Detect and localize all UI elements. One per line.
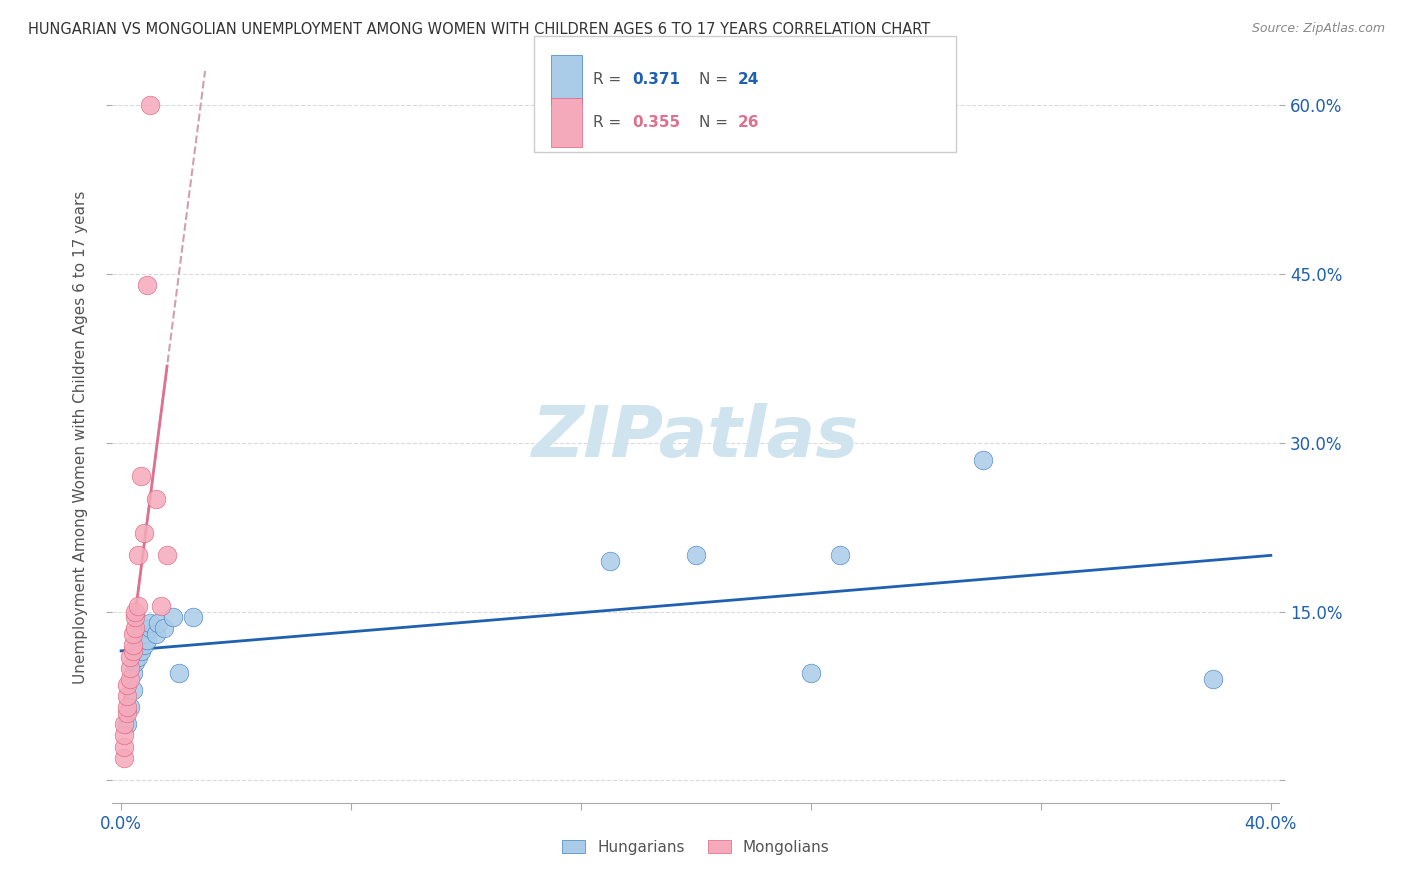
Point [972,452,994,467]
Point [115,717,138,731]
Point [136,632,159,647]
Point [162,610,184,624]
Point [156,548,179,562]
Point [599,554,621,568]
Point [132,525,155,540]
Point [112,739,135,754]
Point [139,615,162,630]
Point [139,621,162,635]
Legend: Hungarians, Mongolians: Hungarians, Mongolians [557,834,835,861]
Point [153,621,176,635]
Text: Source: ZipAtlas.com: Source: ZipAtlas.com [1251,22,1385,36]
Point [124,610,146,624]
Point [167,666,190,681]
Point [145,491,167,506]
Point [127,548,149,562]
Point [115,706,138,720]
Text: R =: R = [593,115,627,130]
Point [118,661,141,675]
Point [112,717,135,731]
Point [118,672,141,686]
Point [1202,672,1225,686]
Point [129,644,152,658]
Text: ZIPatlas: ZIPatlas [533,402,859,472]
Point [121,627,143,641]
Point [127,649,149,664]
Point [136,278,159,293]
Point [124,605,146,619]
Point [121,683,143,698]
Point [828,548,851,562]
Text: N =: N = [699,72,733,87]
Text: 0.371: 0.371 [633,72,681,87]
Point [148,615,170,630]
Text: 0.355: 0.355 [633,115,681,130]
Point [132,638,155,652]
Y-axis label: Unemployment Among Women with Children Ages 6 to 17 years: Unemployment Among Women with Children A… [73,190,89,684]
Point [145,627,167,641]
Point [115,689,138,703]
Point [118,700,141,714]
Text: N =: N = [699,115,733,130]
Point [121,644,143,658]
Point [124,655,146,669]
Point [124,621,146,635]
Point [150,599,173,613]
Point [118,649,141,664]
Point [112,751,135,765]
Point [132,627,155,641]
Point [115,700,138,714]
Text: 26: 26 [738,115,759,130]
Point [800,666,823,681]
Point [139,98,162,112]
Text: R =: R = [593,72,627,87]
Point [121,638,143,652]
Text: HUNGARIAN VS MONGOLIAN UNEMPLOYMENT AMONG WOMEN WITH CHILDREN AGES 6 TO 17 YEARS: HUNGARIAN VS MONGOLIAN UNEMPLOYMENT AMON… [28,22,931,37]
Point [121,666,143,681]
Text: 24: 24 [738,72,759,87]
Point [112,728,135,742]
Point [115,678,138,692]
Point [181,610,204,624]
Point [129,469,152,483]
Point [685,548,707,562]
Point [127,599,149,613]
